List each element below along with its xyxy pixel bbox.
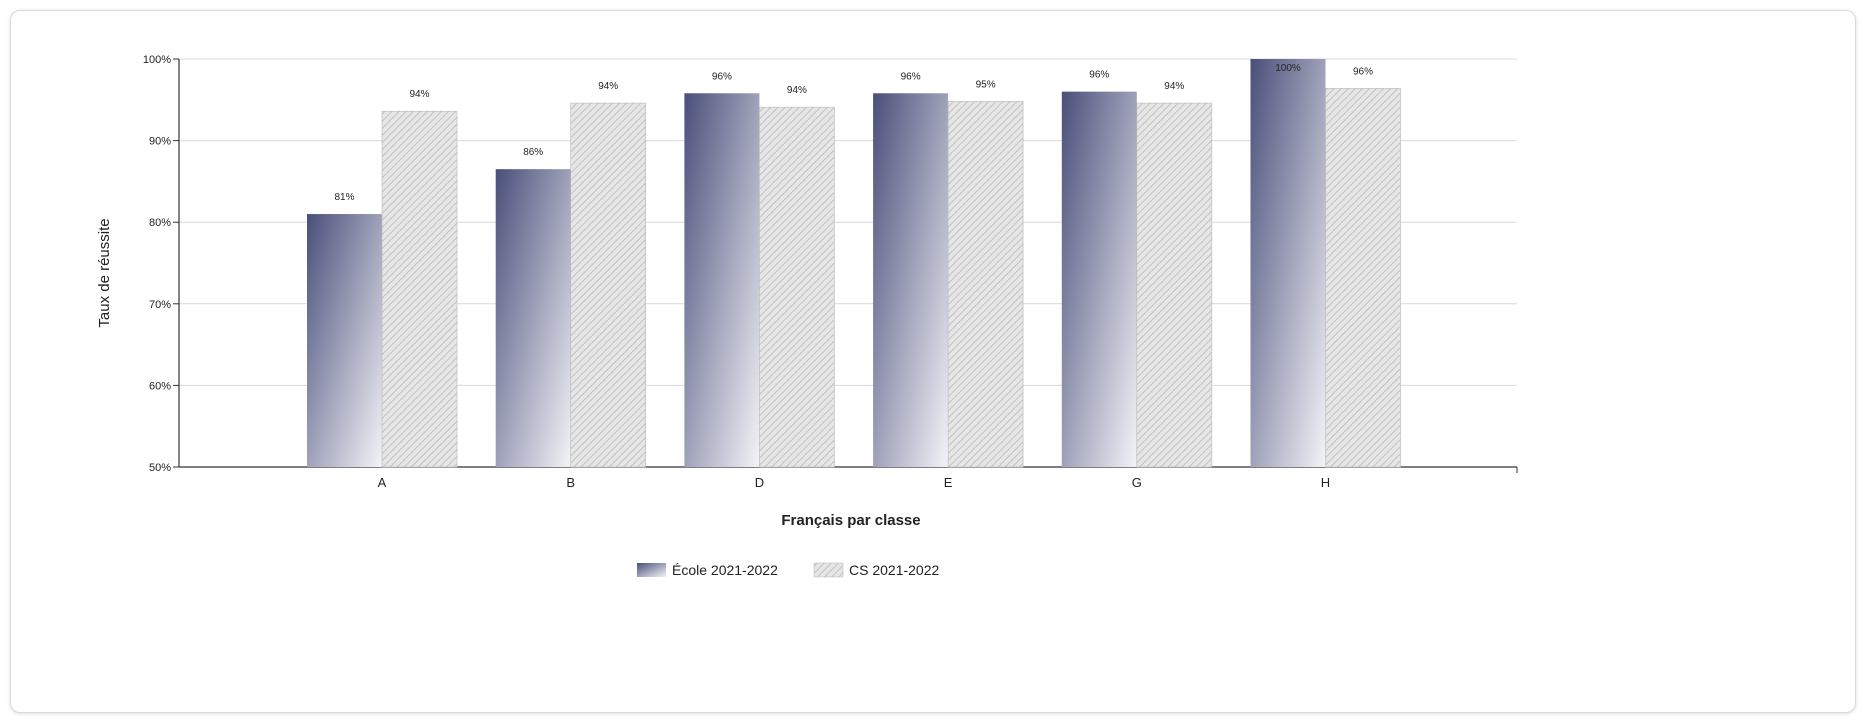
bar-school — [307, 214, 382, 467]
data-labels: 81% 94% 86% 94% 96% 94% 96% 95% 96% 94% 100% 96% — [334, 63, 1373, 203]
y-tick-label: 80% — [149, 217, 171, 229]
y-tick-label: 100% — [143, 54, 171, 66]
bar-cs — [947, 101, 1024, 468]
x-tick-label: D — [755, 475, 764, 490]
bar-chart: 50% 60% 70% 80% 90% 100% A B D E G H 81% 94% 86% 94% 96… — [96, 54, 1518, 578]
y-tick-label: 90% — [149, 136, 171, 148]
x-tick-label: G — [1132, 475, 1142, 490]
bar-school — [873, 93, 949, 467]
x-axis-title: Français par classe — [781, 512, 920, 529]
data-label-school: 81% — [334, 192, 354, 203]
bar-school — [684, 93, 760, 467]
data-label-school: 96% — [712, 71, 732, 82]
data-label-cs: 94% — [598, 81, 618, 92]
legend-label-cs: CS 2021-2022 — [849, 562, 940, 578]
data-label-school: 96% — [1089, 70, 1109, 81]
bar-school — [1250, 59, 1326, 467]
legend-swatch-cs — [813, 562, 844, 578]
y-tick-label: 70% — [149, 299, 171, 311]
data-label-school: 86% — [523, 147, 543, 158]
data-label-cs: 94% — [409, 89, 429, 100]
data-label-cs: 96% — [1353, 66, 1373, 77]
data-label-cs: 95% — [976, 79, 996, 90]
x-tick-label: E — [944, 475, 953, 490]
legend-swatch-school — [637, 563, 666, 577]
bar-school — [1061, 91, 1137, 467]
legend-item-cs[interactable]: CS 2021-2022 — [813, 562, 940, 578]
data-label-school: 96% — [901, 71, 921, 82]
bar-cs — [1136, 102, 1213, 468]
bars — [307, 59, 1401, 468]
y-tick-label: 60% — [149, 380, 171, 392]
bar-cs — [570, 102, 647, 468]
bar-cs — [381, 110, 458, 468]
chart-card: 50% 60% 70% 80% 90% 100% A B D E G H 81% 94% 86% 94% 96… — [10, 10, 1856, 713]
data-label-cs: 94% — [787, 85, 807, 96]
y-tick-label: 50% — [149, 462, 171, 474]
x-tick-label: A — [378, 475, 387, 490]
legend: École 2021-2022 CS 2021-2022 — [637, 562, 940, 578]
data-label-cs: 94% — [1164, 81, 1184, 92]
bar-cs — [759, 106, 835, 468]
legend-item-school[interactable]: École 2021-2022 — [637, 562, 778, 578]
data-label-school: 100% — [1275, 63, 1301, 74]
legend-label-school: École 2021-2022 — [672, 562, 778, 578]
bar-school — [495, 169, 571, 467]
x-tick-label: B — [566, 475, 575, 490]
bar-cs — [1325, 88, 1401, 468]
y-axis-title: Taux de réussite — [96, 218, 113, 327]
x-tick-label: H — [1321, 475, 1330, 490]
